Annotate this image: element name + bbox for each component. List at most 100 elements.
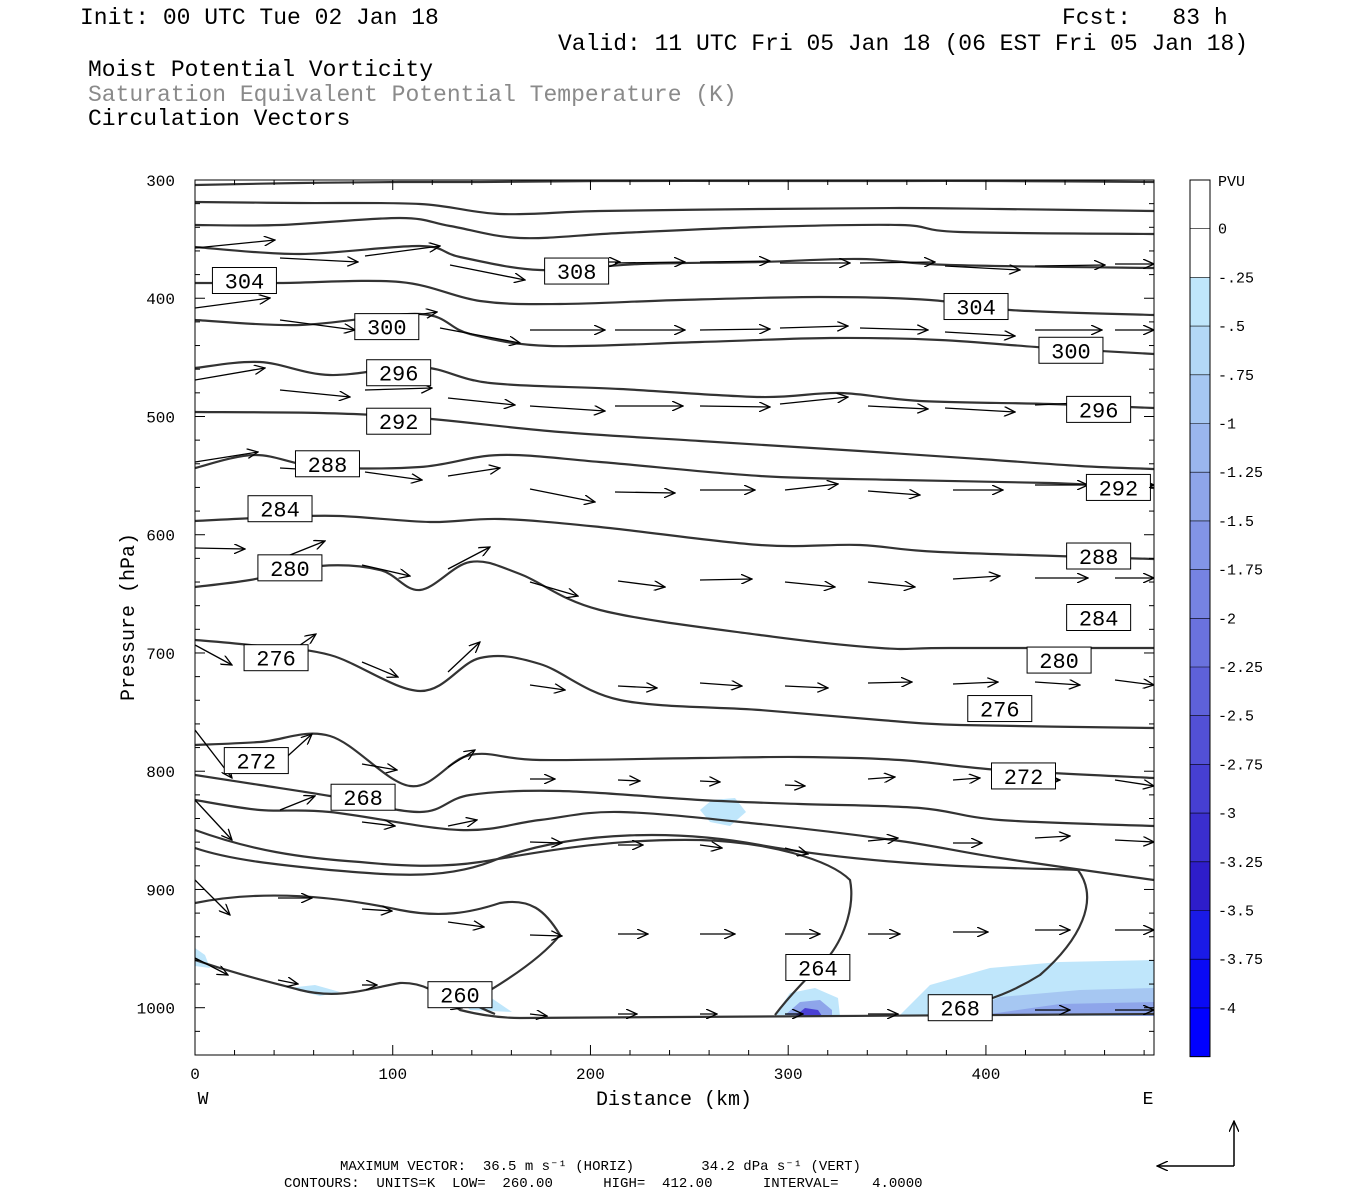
vector-arrow-18 (699, 329, 770, 330)
contour-label-13: 280 (257, 554, 323, 583)
colorbar-label: -1.75 (1218, 563, 1263, 580)
vector-arrow-84 (279, 796, 315, 811)
vector-arrow-80 (952, 778, 980, 780)
contour-label-text: 304 (956, 297, 996, 322)
colorbar-cell-9 (1190, 618, 1210, 668)
vector-arrow-15 (439, 327, 520, 343)
vector-arrow-38 (447, 468, 500, 477)
contour-line-6 (195, 360, 1154, 410)
vector-arrow-67 (867, 682, 912, 683)
vector-arrow-89 (699, 845, 722, 848)
contour-label-box (1085, 473, 1151, 501)
vector-arrow-42 (784, 484, 838, 491)
vector-arrow-74 (447, 750, 475, 768)
colorbar-cell-8 (1190, 569, 1210, 619)
contour-label-3: 300 (354, 313, 420, 342)
contour-line-9 (195, 514, 1154, 561)
vector-arrow-56 (952, 576, 1000, 579)
contour-label-text: 284 (1079, 608, 1119, 633)
vector-arrow-0 (195, 240, 275, 249)
colorbar-cell-0 (1190, 180, 1210, 230)
vector-arrow-79 (867, 777, 895, 779)
contour-label-box (354, 313, 420, 341)
vector-arrow-24 (195, 368, 265, 381)
contour-label-box (330, 783, 396, 811)
contour-label-text: 288 (308, 454, 348, 479)
vector-arrow-43 (867, 491, 920, 495)
contour-label-box (247, 495, 313, 523)
vector-arrow-64 (617, 686, 657, 688)
west-label: W (198, 1090, 209, 1110)
vector-arrow-78 (784, 785, 805, 786)
x-tick-label: 200 (576, 1066, 605, 1084)
colorbar-cell-15 (1190, 910, 1210, 960)
colorbar-label: -3 (1218, 806, 1236, 823)
y-axis-title: Pressure (hPa) (118, 533, 141, 701)
contour-label-22: 260 (427, 981, 493, 1010)
colorbar-label: -2 (1218, 611, 1236, 628)
vector-arrow-28 (529, 406, 605, 411)
colorbar-cell-5 (1190, 423, 1210, 473)
contour-label-text: 296 (1079, 399, 1119, 424)
contour-label-7: 292 (366, 407, 432, 436)
vector-arrow-25 (279, 389, 350, 397)
axes: 300 400 500 600 700 800 900 1000 0 100 200 300 400 Di… (118, 173, 1154, 1112)
y-tick-label: 400 (146, 291, 175, 309)
vector-arrow-98 (447, 922, 484, 927)
contour-line-extra-3 (195, 828, 853, 1016)
vector-arrow-97 (361, 909, 392, 911)
contour-label-box (211, 267, 277, 295)
contour-label-box (427, 981, 493, 1009)
contour-label-8: 292 (1085, 473, 1151, 502)
contour-line-11 (195, 638, 1154, 730)
contour-label-text: 308 (557, 261, 597, 286)
vector-arrow-76 (617, 780, 640, 781)
contour-label-box (1066, 542, 1132, 570)
x-tick-label: 100 (378, 1066, 407, 1084)
vector-arrow-94 (1114, 840, 1154, 842)
vector-arrow-30 (699, 406, 770, 407)
vector-arrow-35 (195, 452, 258, 463)
field-label-vectors: Circulation Vectors (88, 106, 351, 132)
valid-time: Valid: 11 UTC Fri 05 Jan 18 (06 EST Fri … (558, 31, 1249, 57)
contour-label-text: 260 (440, 985, 480, 1010)
y-tick-label: 500 (146, 409, 175, 427)
colorbar-label: -2.25 (1218, 660, 1263, 677)
vector-arrow-21 (944, 332, 1015, 336)
y-tick-label: 300 (146, 173, 175, 191)
vector-arrow-108 (277, 980, 298, 984)
colorbar-label: -1.25 (1218, 465, 1263, 482)
contour-label-box (294, 450, 360, 478)
x-tick-label: 0 (190, 1066, 200, 1084)
contour-label-text: 292 (1099, 477, 1139, 502)
colorbar-label: -2.5 (1218, 709, 1254, 726)
vector-arrow-5 (614, 262, 685, 263)
vector-arrow-10 (1034, 265, 1105, 266)
vector-arrow-50 (447, 547, 490, 570)
vector-arrow-3 (449, 264, 525, 280)
contour-label-2: 304 (943, 293, 1009, 322)
colorbar-label: -3.75 (1218, 952, 1263, 969)
vector-arrow-62 (447, 642, 480, 673)
contour-label-text: 296 (379, 363, 419, 388)
colorbar-cell-12 (1190, 764, 1210, 814)
vector-arrow-9 (944, 266, 1020, 270)
contour-label-box (223, 747, 289, 775)
colorbar-label: -2.75 (1218, 757, 1263, 774)
colorbar-cell-1 (1190, 228, 1210, 278)
contour-line-0 (195, 180, 1154, 187)
contour-label-15: 276 (243, 644, 309, 673)
vector-arrow-6 (699, 261, 770, 262)
contour-info-note: CONTOURS: UNITS=K LOW= 260.00 HIGH= 412.… (284, 1176, 923, 1192)
y-tick-label: 700 (146, 646, 175, 664)
contour-label-18: 272 (990, 762, 1056, 791)
contour-label-box (366, 359, 432, 387)
vector-arrow-19 (779, 326, 848, 328)
colorbar-label: 0 (1218, 222, 1227, 239)
vector-arrow-32 (867, 406, 928, 409)
vector-arrow-66 (784, 686, 828, 688)
vector-arrow-70 (1114, 680, 1154, 685)
vector-arrow-31 (779, 397, 848, 405)
contour-label-text: 268 (940, 998, 980, 1023)
